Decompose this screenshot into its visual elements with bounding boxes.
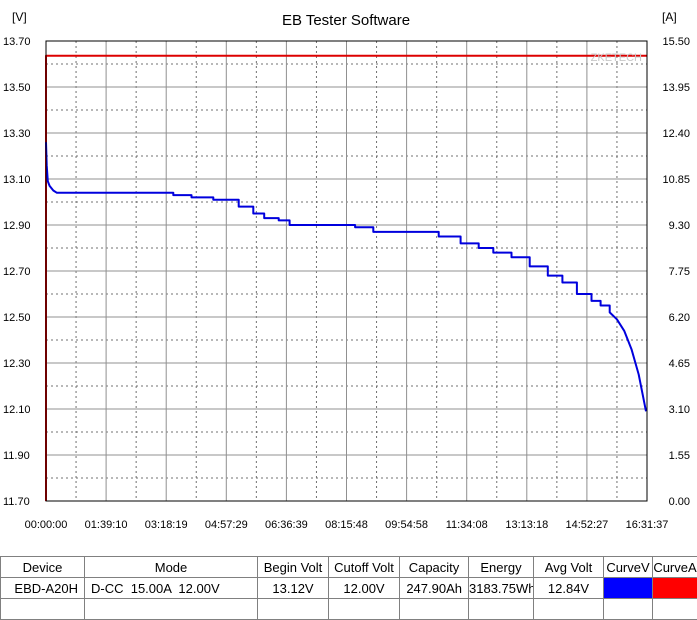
x-tick-label: 06:36:39 [265, 519, 308, 531]
empty-cell [85, 599, 258, 620]
x-tick-label: 14:52:27 [565, 519, 608, 531]
right-tick-label: 6.20 [669, 312, 690, 324]
cutoff-volt-cell: 12.00V [329, 578, 400, 599]
avg-volt-cell: 12.84V [534, 578, 604, 599]
left-tick-label: 11.90 [3, 450, 30, 462]
left-tick-label: 13.70 [3, 36, 31, 48]
left-tick-label: 11.70 [3, 496, 30, 508]
x-tick-label: 16:31:37 [626, 519, 669, 531]
left-tick-label: 13.50 [3, 82, 31, 94]
col-header-begin-volt: Begin Volt [258, 557, 329, 578]
left-tick-label: 12.70 [3, 266, 31, 278]
col-header-capacity: Capacity [400, 557, 469, 578]
curve-a-color-swatch[interactable] [653, 578, 697, 598]
mode-cell: D-CC 15.00A 12.00V [85, 578, 258, 599]
x-tick-label: 04:57:29 [205, 519, 248, 531]
col-header-curve-a: CurveA [653, 557, 697, 578]
empty-cell [400, 599, 469, 620]
capacity-cell: 247.90Ah [400, 578, 469, 599]
x-tick-label: 00:00:00 [25, 519, 68, 531]
chart-title: EB Tester Software [282, 12, 410, 29]
x-tick-label: 09:54:58 [385, 519, 428, 531]
x-tick-label: 11:34:08 [446, 519, 488, 531]
stats-table: Device Mode Begin Volt Cutoff Volt Capac… [0, 556, 697, 620]
curve-a-swatch-cell[interactable] [653, 578, 697, 599]
empty-cell [1, 599, 85, 620]
curve-v-color-swatch[interactable] [604, 578, 652, 598]
right-tick-label: 13.95 [662, 82, 690, 94]
right-axis-ticks: 15.50 13.95 12.40 10.85 9.30 7.75 6.20 4.65 3.10… [662, 36, 690, 508]
empty-cell [653, 599, 697, 620]
x-tick-label: 13:13:18 [505, 519, 548, 531]
energy-cell: 3183.75Wh [469, 578, 534, 599]
col-header-device: Device [1, 557, 85, 578]
stats-data-row: EBD-A20H D-CC 15.00A 12.00V 13.12V 12.00… [1, 578, 697, 599]
right-tick-label: 3.10 [669, 404, 690, 416]
stats-empty-row [1, 599, 697, 620]
right-tick-label: 7.75 [669, 266, 690, 278]
x-tick-label: 08:15:48 [325, 519, 368, 531]
device-cell: EBD-A20H [1, 578, 85, 599]
col-header-energy: Energy [469, 557, 534, 578]
gridlines [46, 41, 647, 501]
empty-cell [258, 599, 329, 620]
col-header-mode: Mode [85, 557, 258, 578]
empty-cell [604, 599, 653, 620]
left-tick-label: 12.90 [3, 220, 31, 232]
left-axis-unit: [V] [12, 10, 27, 24]
chart: EB Tester Software [V] [A] ZKETECH 13.70… [0, 0, 697, 556]
right-tick-label: 0.00 [669, 496, 690, 508]
left-tick-label: 12.30 [3, 358, 31, 370]
x-tick-label: 01:39:10 [85, 519, 128, 531]
x-axis-ticks: 00:00:00 01:39:10 03:18:19 04:57:29 06:36:39… [25, 519, 669, 531]
left-tick-label: 12.50 [3, 312, 31, 324]
col-header-avg-volt: Avg Volt [534, 557, 604, 578]
col-header-curve-v: CurveV [604, 557, 653, 578]
stats-header-row: Device Mode Begin Volt Cutoff Volt Capac… [1, 557, 697, 578]
left-tick-label: 13.10 [3, 174, 31, 186]
begin-volt-cell: 13.12V [258, 578, 329, 599]
left-tick-label: 13.30 [3, 128, 31, 140]
right-tick-label: 1.55 [669, 450, 690, 462]
curve-v-swatch-cell[interactable] [604, 578, 653, 599]
right-axis-unit: [A] [662, 10, 677, 24]
col-header-cutoff-volt: Cutoff Volt [329, 557, 400, 578]
right-tick-label: 4.65 [669, 358, 690, 370]
right-tick-label: 10.85 [662, 174, 690, 186]
right-tick-label: 12.40 [662, 128, 690, 140]
right-tick-label: 15.50 [662, 36, 690, 48]
empty-cell [329, 599, 400, 620]
right-tick-label: 9.30 [669, 220, 690, 232]
empty-cell [469, 599, 534, 620]
left-tick-label: 12.10 [3, 404, 31, 416]
watermark: ZKETECH [591, 52, 642, 64]
left-axis-ticks: 13.70 13.50 13.30 13.10 12.90 12.70 12.50 12.30… [3, 36, 31, 508]
empty-cell [534, 599, 604, 620]
x-tick-label: 03:18:19 [145, 519, 188, 531]
